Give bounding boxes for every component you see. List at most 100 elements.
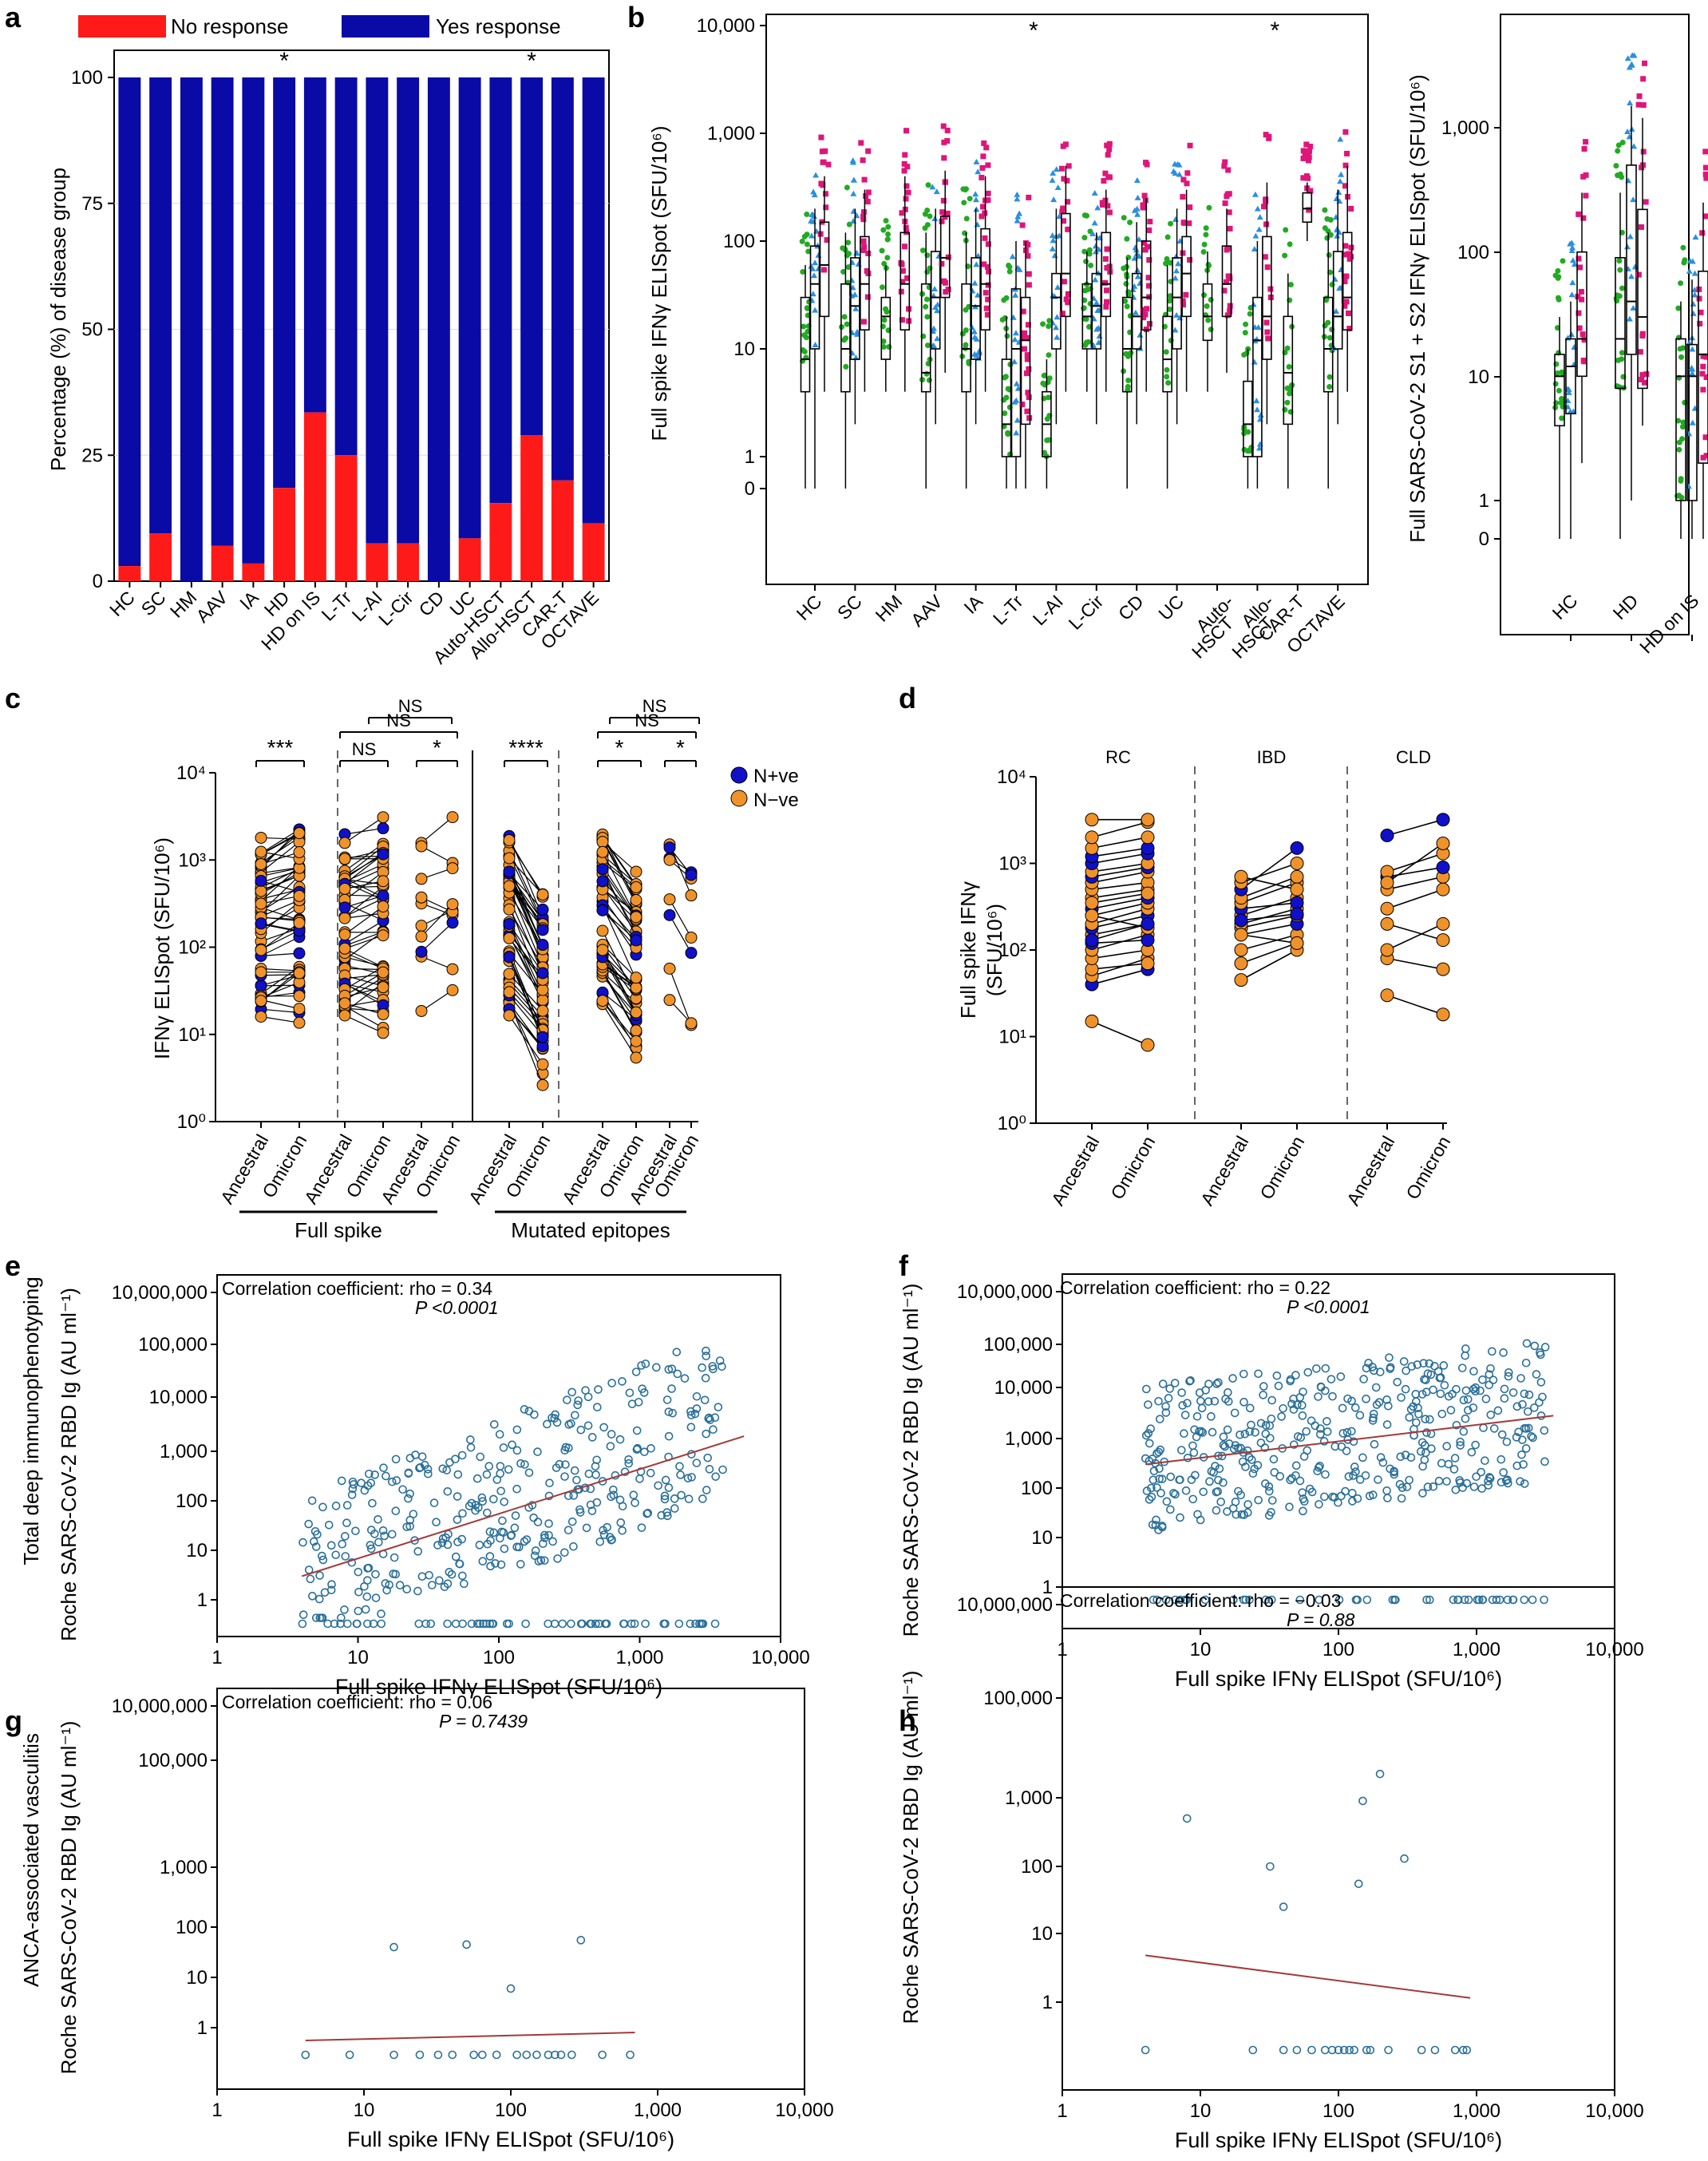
comparison-label: NS — [352, 739, 377, 759]
data-point — [1326, 374, 1333, 380]
data-point — [1469, 1482, 1479, 1491]
data-point — [409, 1510, 418, 1518]
data-point — [1321, 1386, 1330, 1395]
data-point — [486, 1536, 495, 1546]
data-point — [1639, 377, 1645, 383]
box — [1626, 164, 1637, 355]
data-point — [1089, 342, 1097, 349]
data-point — [663, 841, 676, 854]
data-point — [552, 1463, 561, 1472]
data-point — [533, 1447, 542, 1456]
data-point — [864, 267, 870, 274]
data-point — [1333, 196, 1340, 202]
data-point — [1295, 1476, 1305, 1486]
data-point — [448, 2050, 457, 2060]
data-point — [805, 328, 811, 334]
data-point — [426, 1619, 436, 1629]
data-point — [417, 1452, 427, 1461]
data-point — [293, 1003, 306, 1015]
data-point — [360, 1581, 369, 1591]
data-point — [1146, 283, 1153, 289]
data-point — [1125, 255, 1132, 261]
data-point — [293, 889, 306, 902]
data-point — [1132, 309, 1139, 315]
data-point — [411, 1451, 420, 1459]
data-point — [1299, 1494, 1308, 1503]
data-point — [1365, 1491, 1374, 1501]
data-point — [1298, 1488, 1307, 1497]
data-point — [1061, 218, 1067, 224]
data-point — [1568, 291, 1576, 298]
data-point — [663, 853, 676, 866]
data-point — [503, 986, 516, 999]
data-point — [377, 889, 389, 902]
data-point — [1504, 1368, 1513, 1377]
data-point — [1638, 224, 1644, 230]
data-point — [1167, 306, 1173, 312]
data-point — [1436, 933, 1450, 948]
data-point — [1016, 210, 1023, 216]
data-point — [1212, 1379, 1221, 1388]
data-point — [1702, 434, 1708, 441]
data-point — [941, 155, 947, 161]
data-point — [338, 1009, 351, 1022]
data-point — [596, 863, 609, 876]
chart-f: 1 10 100 1,000 10,0001101001,00010,000100,00… — [899, 1273, 1644, 1691]
data-point — [1208, 1427, 1217, 1437]
y-tick-label: 0 — [1479, 528, 1489, 550]
comparison-label: * — [676, 735, 685, 760]
data-point — [255, 966, 267, 979]
data-point — [429, 1498, 439, 1507]
data-point — [389, 1942, 398, 1952]
data-point — [924, 314, 931, 320]
data-point — [619, 1619, 629, 1629]
data-point — [592, 1498, 602, 1507]
data-point — [1521, 1424, 1531, 1433]
data-point — [1413, 1403, 1422, 1412]
data-point — [1053, 324, 1060, 330]
data-point — [1700, 454, 1706, 461]
pair-line — [344, 897, 384, 917]
data-point — [1486, 1411, 1496, 1419]
data-point — [1552, 272, 1559, 279]
data-point — [923, 296, 930, 303]
data-point — [1315, 1430, 1325, 1439]
y-tick-label: 1,000 — [1441, 117, 1489, 139]
data-point — [1324, 235, 1330, 241]
data-point — [634, 1398, 643, 1407]
data-point — [1145, 1495, 1154, 1504]
data-point — [1479, 1423, 1488, 1432]
data-point — [1021, 346, 1027, 352]
data-point — [377, 966, 389, 979]
data-point — [1005, 386, 1011, 392]
data-point — [365, 1469, 374, 1478]
data-point — [576, 1619, 586, 1629]
data-point — [1615, 148, 1621, 154]
data-point — [405, 1454, 415, 1462]
data-point — [1343, 1394, 1352, 1403]
data-point — [1012, 330, 1019, 336]
data-point — [1065, 199, 1071, 205]
data-point — [940, 197, 947, 204]
data-point — [1180, 1595, 1190, 1605]
data-point — [1405, 1475, 1413, 1485]
pair-line — [344, 906, 384, 936]
data-point — [823, 204, 829, 211]
x-tick-label: 100 — [495, 2100, 527, 2121]
pair-line — [508, 840, 544, 897]
pair-line — [344, 846, 384, 877]
data-point — [1255, 324, 1262, 330]
data-point — [1565, 389, 1572, 395]
data-point — [520, 1460, 529, 1469]
data-point — [1527, 1431, 1536, 1441]
data-point — [1232, 1510, 1241, 1519]
legend-swatch-no — [78, 15, 166, 38]
plot-frame — [1062, 1273, 1615, 1629]
data-point — [447, 1569, 457, 1579]
data-point — [812, 259, 819, 266]
data-point — [1303, 141, 1310, 148]
data-point — [864, 199, 871, 205]
data-point — [1014, 217, 1021, 224]
data-point — [1613, 163, 1619, 169]
